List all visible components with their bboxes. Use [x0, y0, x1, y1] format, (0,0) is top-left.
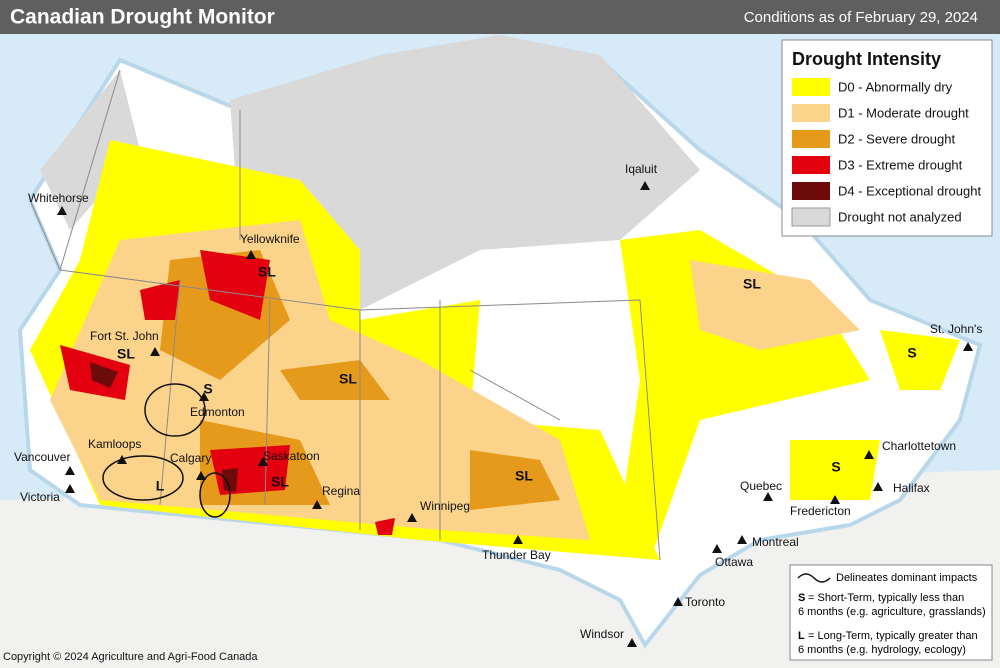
drought-region: [790, 440, 880, 500]
impact-label: SL: [271, 474, 289, 490]
impact-outlines: [102, 383, 231, 518]
drought-region: [470, 450, 560, 510]
city-marker: [627, 638, 637, 647]
city-marker: [407, 513, 417, 522]
city-label: Ottawa: [715, 555, 753, 569]
city-label: Charlottetown: [882, 439, 956, 453]
city-label: Vancouver: [14, 450, 70, 464]
city-marker: [513, 535, 523, 544]
drought-regions: [30, 35, 960, 560]
city-marker: [312, 500, 322, 509]
impact-label: SL: [258, 264, 276, 280]
city-label: Toronto: [685, 595, 725, 609]
drought-region: [200, 250, 270, 320]
city-marker: [673, 597, 683, 606]
impact-label: SL: [515, 468, 533, 484]
city-label: Saskatoon: [263, 449, 320, 463]
city-label: Regina: [322, 484, 360, 498]
impact-label: L: [156, 478, 165, 494]
note-long-key: L: [798, 630, 805, 642]
legend-swatch: [792, 130, 830, 148]
city-marker: [737, 535, 747, 544]
legend-swatch: [792, 78, 830, 96]
city-marker: [57, 206, 67, 215]
city-label: Victoria: [20, 490, 60, 504]
note-long-2: 6 months (e.g. hydrology, ecology): [798, 644, 966, 656]
city-marker: [712, 544, 722, 553]
header-bar: [0, 0, 1000, 34]
legend-swatch: [791, 207, 831, 227]
drought-region: [280, 360, 390, 400]
legend-swatch: [792, 182, 830, 200]
drought-region: [40, 70, 140, 230]
city-label: Montreal: [752, 535, 799, 549]
legend-label: D1 - Moderate drought: [838, 105, 969, 120]
outline-symbol: [797, 573, 831, 583]
city-marker: [640, 181, 650, 190]
legend-label: Drought not analyzed: [838, 209, 962, 224]
copyright: Copyright © 2024 Agriculture and Agri-Fo…: [3, 651, 258, 663]
city-label: Quebec: [740, 479, 782, 493]
city-label: Fort St. John: [90, 329, 159, 343]
city-label: Yellowknife: [240, 232, 300, 246]
city-label: Winnipeg: [420, 499, 470, 513]
note-long: = Long-Term, typically greater than: [808, 630, 978, 642]
impact-label: SL: [339, 371, 357, 387]
drought-region: [375, 518, 395, 535]
city-marker: [246, 250, 256, 259]
city-marker: [150, 347, 160, 356]
province-borders: [29, 69, 661, 561]
city-marker: [258, 457, 268, 466]
note-outline: Delineates dominant impacts: [836, 572, 978, 584]
drought-region: [140, 280, 180, 320]
city-label: St. John's: [930, 322, 982, 336]
legend-label: D3 - Extreme drought: [838, 157, 963, 172]
note-short: = Short-Term, typically less than: [808, 592, 964, 604]
city-marker: [199, 392, 209, 401]
city-marker: [830, 495, 840, 504]
city-label: Windsor: [580, 627, 624, 641]
city-marker: [65, 466, 75, 475]
city-marker: [864, 450, 874, 459]
city-label: Whitehorse: [28, 191, 89, 205]
city-label: Thunder Bay: [482, 548, 551, 562]
city-marker: [196, 471, 206, 480]
drought-region: [880, 330, 960, 390]
map-title: Canadian Drought Monitor: [10, 6, 275, 29]
drought-region: [690, 260, 860, 350]
city-label: Kamloops: [88, 437, 141, 451]
note-short-2: 6 months (e.g. agriculture, grasslands): [798, 606, 986, 618]
notes-box: [789, 564, 993, 661]
impact-label: S: [203, 381, 212, 397]
city-marker: [763, 492, 773, 501]
legend: D0 - Abnormally dry D1 - Moderate drought…: [791, 78, 981, 227]
legend-box: [781, 39, 993, 237]
city-label: Iqaluit: [625, 162, 658, 176]
legend-title: Drought Intensity: [792, 49, 941, 69]
impact-label: SL: [743, 276, 761, 292]
city-marker: [117, 455, 127, 464]
drought-region: [222, 468, 238, 492]
legend-label: D4 - Exceptional drought: [838, 183, 981, 198]
impact-label: SL: [117, 346, 135, 362]
impact-label: S: [831, 459, 840, 475]
city-marker: [873, 482, 883, 491]
map-date: Conditions as of February 29, 2024: [744, 9, 978, 26]
legend-label: D2 - Severe drought: [838, 131, 955, 146]
city-label: Fredericton: [790, 504, 851, 518]
legend-label: D0 - Abnormally dry: [838, 79, 953, 94]
city-label: Halifax: [893, 481, 930, 495]
cities: Whitehorse Yellowknife Iqaluit Fort St. Joh…: [14, 162, 982, 647]
city-marker: [963, 342, 973, 351]
legend-swatch: [792, 156, 830, 174]
impact-label: S: [907, 345, 916, 361]
drought-region: [90, 362, 118, 388]
city-label: Edmonton: [190, 405, 245, 419]
legend-swatch: [792, 104, 830, 122]
city-label: Calgary: [170, 451, 211, 465]
note-short-key: S: [798, 592, 805, 604]
city-marker: [65, 484, 75, 493]
